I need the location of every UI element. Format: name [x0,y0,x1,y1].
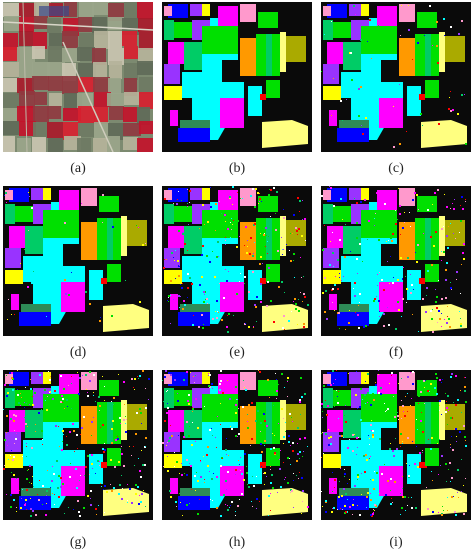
caption-h: (h) [228,535,246,550]
classification-map [162,186,312,336]
image-g [3,370,153,520]
satellite-image [3,2,153,152]
classification-map [321,2,471,152]
classification-map [162,370,312,520]
classification-map [162,2,312,152]
image-b [162,2,312,152]
caption-c: (c) [388,161,404,176]
image-d [3,186,153,336]
image-h [162,370,312,520]
caption-f: (f) [389,345,403,360]
caption-i: (i) [389,535,403,550]
classification-map [321,370,471,520]
caption-b: (b) [228,161,246,176]
image-f [321,186,471,336]
caption-d: (d) [69,345,87,360]
caption-e: (e) [229,345,245,360]
classification-map [321,186,471,336]
classification-map [3,186,153,336]
image-a [3,2,153,152]
image-i [321,370,471,520]
image-c [321,2,471,152]
image-e [162,186,312,336]
caption-g: (g) [69,535,87,550]
caption-a: (a) [70,161,86,176]
classification-map [3,370,153,520]
